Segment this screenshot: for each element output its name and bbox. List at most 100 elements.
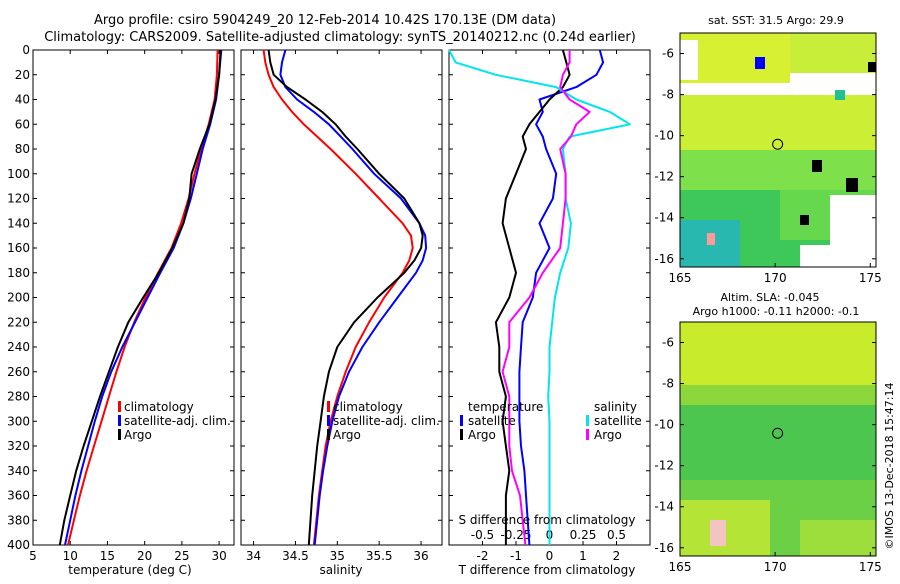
altim-map-title2: Argo h1000: -0.11 h2000: -0.1 <box>693 305 860 318</box>
legend-title-temperature: temperature <box>468 400 543 414</box>
lat-tick-label: -16 <box>654 541 674 555</box>
lat-tick-label: -6 <box>662 47 674 61</box>
temperature-xlabel: temperature (deg C) <box>68 563 191 577</box>
depth-tick-label: 200 <box>7 291 30 305</box>
lat-tick-label: -12 <box>654 459 674 473</box>
legend-label-satellite-adj: satellite-adj. clim. <box>333 414 440 428</box>
legend-label-salinity-argo: Argo <box>594 428 622 442</box>
legend-label-satellite-adj: satellite-adj. clim. <box>124 414 231 428</box>
altim-map-title1: Altim. SLA: -0.045 <box>720 291 819 304</box>
salinity-panel: 34 34.5 35 35.5 36 salinity climatology sate… <box>240 49 443 577</box>
depth-tick-label: 140 <box>7 216 30 230</box>
legend-swatch-climatology <box>118 401 121 412</box>
legend-swatch-temperature-argo <box>460 429 463 440</box>
altimetry-map: Altim. SLA: -0.045 Argo h1000: -0.11 h20… <box>654 291 881 574</box>
salinity-axes-frame <box>240 49 443 546</box>
sst-map-field <box>680 33 876 267</box>
difference-lines <box>448 49 631 546</box>
series-line-salinity-argo <box>501 50 591 546</box>
depth-tick-label: 40 <box>15 93 30 107</box>
depth-tick-label: 260 <box>7 365 30 379</box>
s-tick-label: 0.25 <box>570 528 597 542</box>
series-line-temperature-satellite <box>518 49 605 546</box>
legend-label-salinity-satellite: satellite <box>594 414 642 428</box>
temperature-lines <box>58 49 223 546</box>
x-tick-label: 30 <box>211 549 226 563</box>
temperature-panel: 5 10 15 20 25 30 temperature (deg C) climatol… <box>29 49 235 577</box>
lon-tick-label: 165 <box>669 271 692 285</box>
x-tick-label: 1 <box>579 549 587 563</box>
series-line-argo <box>58 49 222 546</box>
depth-tick-label: 220 <box>7 315 30 329</box>
legend-swatch-argo <box>327 429 330 440</box>
depth-tick-label: 80 <box>15 142 30 156</box>
series-line-salinity-satellite <box>448 49 631 545</box>
altim-map-field <box>680 322 876 556</box>
temperature-ticks: 5 10 15 20 25 30 <box>29 49 234 563</box>
depth-tick-label: 180 <box>7 266 30 280</box>
x-tick-label: 34 <box>246 549 261 563</box>
x-tick-label: 35.5 <box>366 549 393 563</box>
depth-tick-label: 20 <box>15 68 30 82</box>
lat-tick-label: -14 <box>654 500 674 514</box>
legend-title-salinity: salinity <box>594 400 637 414</box>
x-tick-label: -2 <box>477 549 489 563</box>
salinity-legend: climatology satellite-adj. clim. Argo <box>327 400 440 442</box>
lat-tick-label: -10 <box>654 129 674 143</box>
altim-map-frame <box>679 321 877 557</box>
difference-legend: temperature satellite Argo salinity sate… <box>460 400 642 442</box>
depth-tick-label: 280 <box>7 390 30 404</box>
x-tick-label: 20 <box>137 549 152 563</box>
legend-swatch-argo <box>118 429 121 440</box>
x-tick-label: 36 <box>413 549 428 563</box>
argo-float-marker <box>772 427 784 439</box>
salinity-xlabel: salinity <box>319 563 362 577</box>
lon-tick-label: 170 <box>764 560 787 574</box>
legend-swatch-satellite-adj <box>118 415 121 426</box>
imos-watermark: ©IMOS 13-Dec-2018 15:47:14 <box>883 383 896 550</box>
lat-tick-label: -6 <box>662 336 674 350</box>
sst-map-title: sat. SST: 31.5 Argo: 29.9 <box>708 14 844 27</box>
lat-tick-label: -12 <box>654 170 674 184</box>
legend-swatch-climatology <box>327 401 330 412</box>
x-tick-label: 5 <box>29 549 37 563</box>
sst-map: sat. SST: 31.5 Argo: 29.9 <box>654 14 881 285</box>
legend-label-temperature-satellite: satellite <box>468 414 516 428</box>
s-tick-label: 0.5 <box>607 528 626 542</box>
x-tick-label: 2 <box>613 549 621 563</box>
x-tick-label: -1 <box>510 549 522 563</box>
series-line-temperature-argo <box>494 49 571 545</box>
lat-tick-label: -14 <box>654 211 674 225</box>
figure-title-line1: Argo profile: csiro 5904249_20 12-Feb-20… <box>94 13 556 28</box>
depth-tick-label: 100 <box>7 167 30 181</box>
depth-tick-label: 160 <box>7 241 30 255</box>
legend-swatch-salinity-argo <box>586 429 589 440</box>
depth-tick-label: 400 <box>7 538 30 552</box>
s-tick-label: -0.5 <box>471 528 494 542</box>
legend-label-climatology: climatology <box>124 400 194 414</box>
x-tick-label: 10 <box>63 549 78 563</box>
salinity-ticks: 34 34.5 35 35.5 36 <box>241 49 442 563</box>
s-difference-label: S difference from climatology <box>459 513 636 527</box>
series-line-satellite-adj-clim- <box>64 49 223 546</box>
sst-map-frame <box>679 32 877 268</box>
sst-map-ticks: -6 -8 -10 -12 -14 -16 165 170 175 <box>654 47 881 285</box>
t-difference-xlabel: T difference from climatology <box>458 563 636 577</box>
difference-panel: -2 -1 0 1 2-0.5 -0.25 0 0.25 0.5 S difference fr… <box>448 49 651 577</box>
legend-swatch-satellite-adj <box>327 415 330 426</box>
legend-swatch-salinity-satellite <box>586 415 589 426</box>
x-tick-label: 0 <box>546 549 554 563</box>
depth-axis-labels: 0 20 40 60 80 100 120 140 160 180 200 220 240 260 280 3… <box>7 43 30 552</box>
depth-tick-label: 240 <box>7 340 30 354</box>
depth-tick-label: 300 <box>7 414 30 428</box>
lon-tick-label: 170 <box>764 271 787 285</box>
depth-tick-label: 340 <box>7 464 30 478</box>
lon-tick-label: 165 <box>669 560 692 574</box>
figure-title-line2: Climatology: CARS2009. Satellite-adjuste… <box>44 30 636 45</box>
lon-tick-label: 175 <box>859 560 882 574</box>
x-tick-label: 25 <box>174 549 189 563</box>
depth-tick-label: 320 <box>7 439 30 453</box>
legend-label-argo: Argo <box>124 428 152 442</box>
argo-float-marker <box>772 138 784 150</box>
